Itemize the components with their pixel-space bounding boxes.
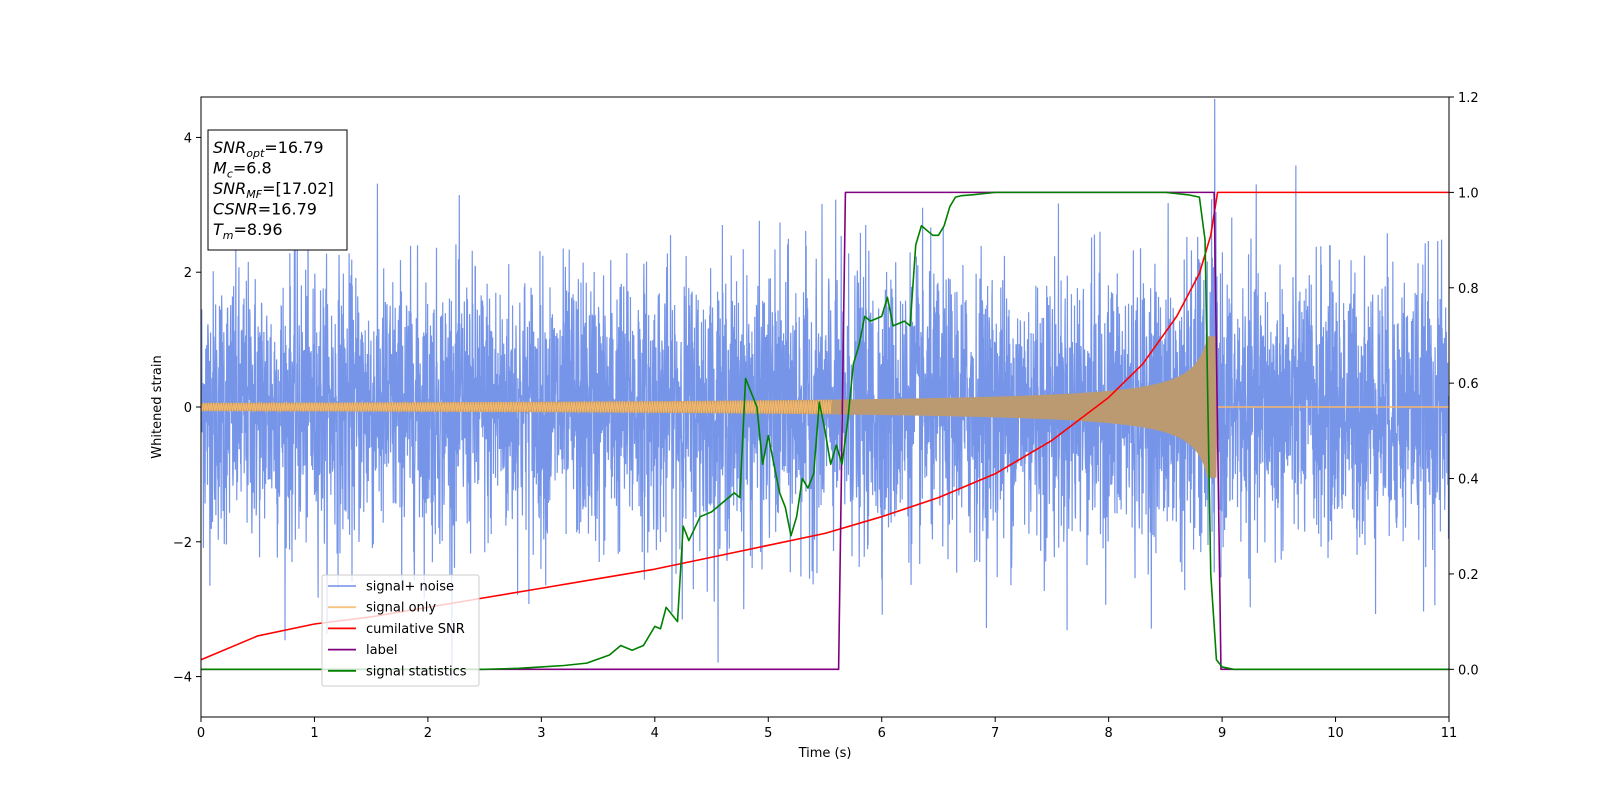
- y-axis-right: 0.0 0.2 0.4 0.6 0.8 1.0 1.2: [1449, 91, 1479, 678]
- y2-tick-label-1: 0.2: [1458, 568, 1479, 583]
- y-tick-label-0: −4: [173, 671, 192, 686]
- legend-label-3: label: [366, 643, 397, 658]
- y-tick-label-1: −2: [173, 536, 192, 551]
- annotation-line-4: Tm=8.96: [213, 220, 283, 242]
- x-tick-label-10: 10: [1327, 726, 1344, 741]
- y-tick-label-4: 4: [184, 131, 192, 146]
- x-tick-label-2: 2: [424, 726, 432, 741]
- legend: signal+ noise signal only cumilative SNR la…: [321, 574, 480, 687]
- legend-frame: [321, 574, 480, 687]
- legend-label-1: signal only: [366, 601, 436, 616]
- series-signal-noise: [201, 98, 1449, 680]
- x-tick-label-5: 5: [764, 726, 772, 741]
- x-tick-label-0: 0: [197, 726, 205, 741]
- series-signal-statistics: [201, 191, 1449, 671]
- x-tick-label-6: 6: [878, 726, 886, 741]
- y-axis-left: −4 −2 0 2 4: [173, 131, 201, 686]
- legend-label-4: signal statistics: [366, 664, 467, 679]
- x-tick-label-7: 7: [991, 726, 999, 741]
- legend-label-0: signal+ noise: [366, 580, 454, 595]
- annotation-line-1: Mc=6.8: [213, 159, 272, 181]
- y2-tick-label-2: 0.4: [1458, 473, 1479, 488]
- annotation-line-3: CSNR=16.79: [213, 200, 317, 219]
- x-tick-label-3: 3: [537, 726, 545, 741]
- legend-label-2: cumilative SNR: [366, 622, 465, 637]
- y2-tick-label-4: 0.8: [1458, 282, 1479, 297]
- stats-annotation-box: SNRopt=16.79Mc=6.8SNRMF=[17.02]CSNR=16.7…: [207, 129, 348, 251]
- y2-tick-label-3: 0.6: [1458, 377, 1479, 392]
- y2-tick-label-5: 1.0: [1458, 186, 1479, 201]
- x-axis: 0 1 2 3 4 5 6 7 8 9 10 11: [197, 717, 1457, 741]
- x-tick-label-1: 1: [310, 726, 318, 741]
- y-axis-label: Whitened strain: [150, 355, 165, 458]
- y-tick-label-3: 2: [184, 266, 192, 281]
- annotation-line-2: SNRMF=[17.02]: [213, 179, 334, 201]
- series-signal-only: [201, 399, 832, 415]
- x-tick-label-8: 8: [1104, 726, 1112, 741]
- y2-tick-label-6: 1.2: [1458, 91, 1479, 106]
- y-tick-label-2: 0: [184, 401, 192, 416]
- x-tick-label-4: 4: [651, 726, 659, 741]
- x-tick-label-9: 9: [1218, 726, 1226, 741]
- x-axis-label: Time (s): [798, 746, 852, 761]
- annotation-frame: [207, 129, 348, 251]
- x-tick-label-11: 11: [1441, 726, 1458, 741]
- y2-tick-label-0: 0.0: [1458, 663, 1479, 678]
- annotation-line-0: SNRopt=16.79: [213, 138, 324, 160]
